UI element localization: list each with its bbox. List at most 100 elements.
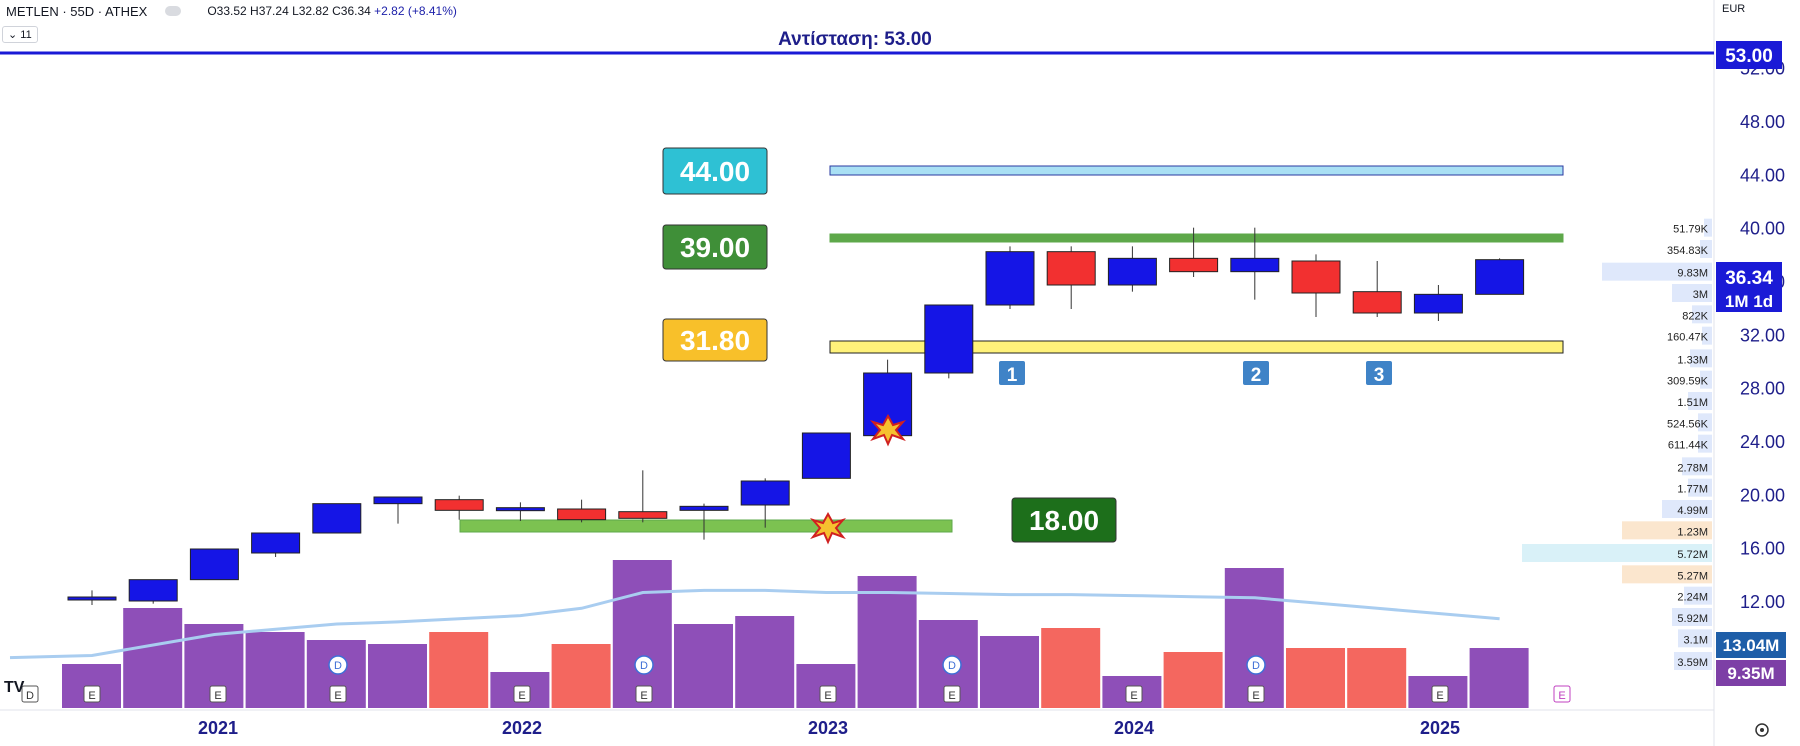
- level-label-box: [662, 224, 768, 270]
- volume-profile-bar: [1602, 262, 1712, 281]
- price-change: +2.82 (+8.41%): [374, 4, 457, 18]
- current-price-badge: [1716, 262, 1782, 312]
- touch-marker-box: [999, 361, 1025, 385]
- volume-value: 9.35M: [1727, 664, 1774, 683]
- chart-header: METLEN · 55D · ATHEX O33.52 H37.24 L32.8…: [0, 0, 457, 22]
- volume-bar: [551, 644, 611, 708]
- volume-bar: [857, 576, 917, 708]
- indicator-collapse-control[interactable]: ⌄ 11: [2, 26, 38, 43]
- volume-profile-label: 2.78M: [1677, 462, 1708, 474]
- volume-profile-label: 51.79K: [1673, 224, 1709, 236]
- volume-profile-label: 1.77M: [1677, 484, 1708, 496]
- dividend-marker: [942, 655, 962, 675]
- volume-profile-bar: [1702, 326, 1712, 345]
- volume-profile-bar: [1704, 218, 1712, 237]
- volume-profile-label: 2.24M: [1677, 592, 1708, 604]
- dividend-marker: [328, 655, 348, 675]
- y-tick-label: 32.00: [1740, 325, 1785, 345]
- candle: [740, 480, 790, 506]
- visibility-toggle-icon[interactable]: [165, 6, 182, 16]
- candle: [189, 548, 239, 581]
- breakout-marker-icon: [809, 511, 847, 545]
- y-tick-label: 44.00: [1740, 165, 1785, 185]
- event-marker-box: [21, 685, 39, 703]
- candle: [1475, 259, 1525, 295]
- candle: [924, 304, 974, 374]
- volume-profile-bar: [1522, 544, 1712, 562]
- event-marker-box: [1125, 685, 1143, 703]
- candle: [679, 505, 729, 511]
- current-price-countdown: 1M 1d: [1725, 292, 1773, 311]
- level-39-band: [829, 233, 1564, 243]
- volume-profile-label: 9.83M: [1677, 268, 1708, 280]
- dividend-marker-label: D: [640, 660, 648, 672]
- candle: [1413, 293, 1463, 314]
- candle: [495, 507, 545, 512]
- event-marker-label: E: [518, 690, 525, 702]
- x-tick-label: 2024: [1114, 718, 1154, 738]
- dividend-marker: [1246, 655, 1266, 675]
- candle: [434, 499, 484, 511]
- candle: [373, 496, 423, 505]
- dividend-marker-label: D: [948, 660, 956, 672]
- symbol-title[interactable]: METLEN · 55D · ATHEX: [6, 3, 148, 19]
- event-marker-label: D: [26, 690, 34, 702]
- candle: [1107, 257, 1157, 286]
- candle: [1291, 260, 1341, 294]
- level-18-band: [459, 519, 953, 533]
- dividend-marker-label: D: [334, 660, 342, 672]
- ohlc-values: O33.52 H37.24 L32.82 C36.34: [207, 4, 371, 18]
- tradingview-logo: TV: [4, 679, 25, 696]
- touch-marker-box: [1243, 361, 1269, 385]
- volume-profile-label: 4.99M: [1677, 505, 1708, 517]
- volume-bar: [1224, 568, 1284, 708]
- x-tick-label: 2022: [502, 718, 542, 738]
- candle: [1352, 291, 1402, 314]
- currency-label[interactable]: EUR: [1722, 3, 1746, 15]
- candle: [67, 596, 117, 601]
- volume-profile-label: 5.27M: [1677, 570, 1708, 582]
- volume-bar: [1469, 648, 1529, 708]
- candle: [1230, 257, 1280, 273]
- resistance-price-badge: [1716, 41, 1782, 69]
- touch-marker-label: 3: [1374, 365, 1385, 386]
- future-event-box: [1553, 685, 1571, 703]
- volume-profile-bar: [1674, 652, 1712, 670]
- candle: [1046, 251, 1096, 286]
- breakout-marker-icon: [869, 413, 907, 447]
- volume-ma-badge: [1716, 632, 1786, 658]
- dividend-marker-label: D: [1252, 660, 1260, 672]
- volume-profile-label: 309.59K: [1667, 376, 1709, 388]
- settings-gear-icon: [1755, 723, 1769, 737]
- volume-profile-label: 3.59M: [1677, 657, 1708, 669]
- event-marker-box: [1431, 685, 1449, 703]
- touch-marker-box: [1366, 361, 1392, 385]
- candle: [1169, 257, 1219, 273]
- volume-bar: [1163, 652, 1223, 708]
- volume-bar: [612, 560, 672, 708]
- event-marker-box: [819, 685, 837, 703]
- dividend-marker: [634, 655, 654, 675]
- volume-profile-label: 611.44K: [1668, 440, 1709, 452]
- volume-profile-label: 5.92M: [1677, 613, 1708, 625]
- candle: [801, 432, 851, 479]
- resistance-label: Αντίσταση: 53.00: [778, 29, 932, 50]
- event-marker-label: E: [1252, 690, 1259, 702]
- volume-profile-bar: [1682, 457, 1712, 476]
- volume-ma-line: [9, 588, 1500, 660]
- volume-profile-bar: [1622, 521, 1712, 540]
- touch-marker-label: 1: [1007, 365, 1018, 386]
- candle: [618, 511, 668, 519]
- event-marker-label: E: [1436, 690, 1443, 702]
- event-marker-box: [943, 685, 961, 703]
- volume-bar: [1286, 648, 1345, 708]
- volume-profile-bar: [1700, 240, 1712, 258]
- volume-bar: [1041, 628, 1101, 708]
- event-marker-box: [83, 685, 101, 703]
- volume-profile-bar: [1698, 413, 1712, 432]
- y-tick-label: 12.00: [1740, 592, 1785, 612]
- y-tick-label: 16.00: [1740, 539, 1785, 559]
- volume-bar: [735, 616, 795, 708]
- resistance-price-label: 53.00: [1725, 46, 1773, 67]
